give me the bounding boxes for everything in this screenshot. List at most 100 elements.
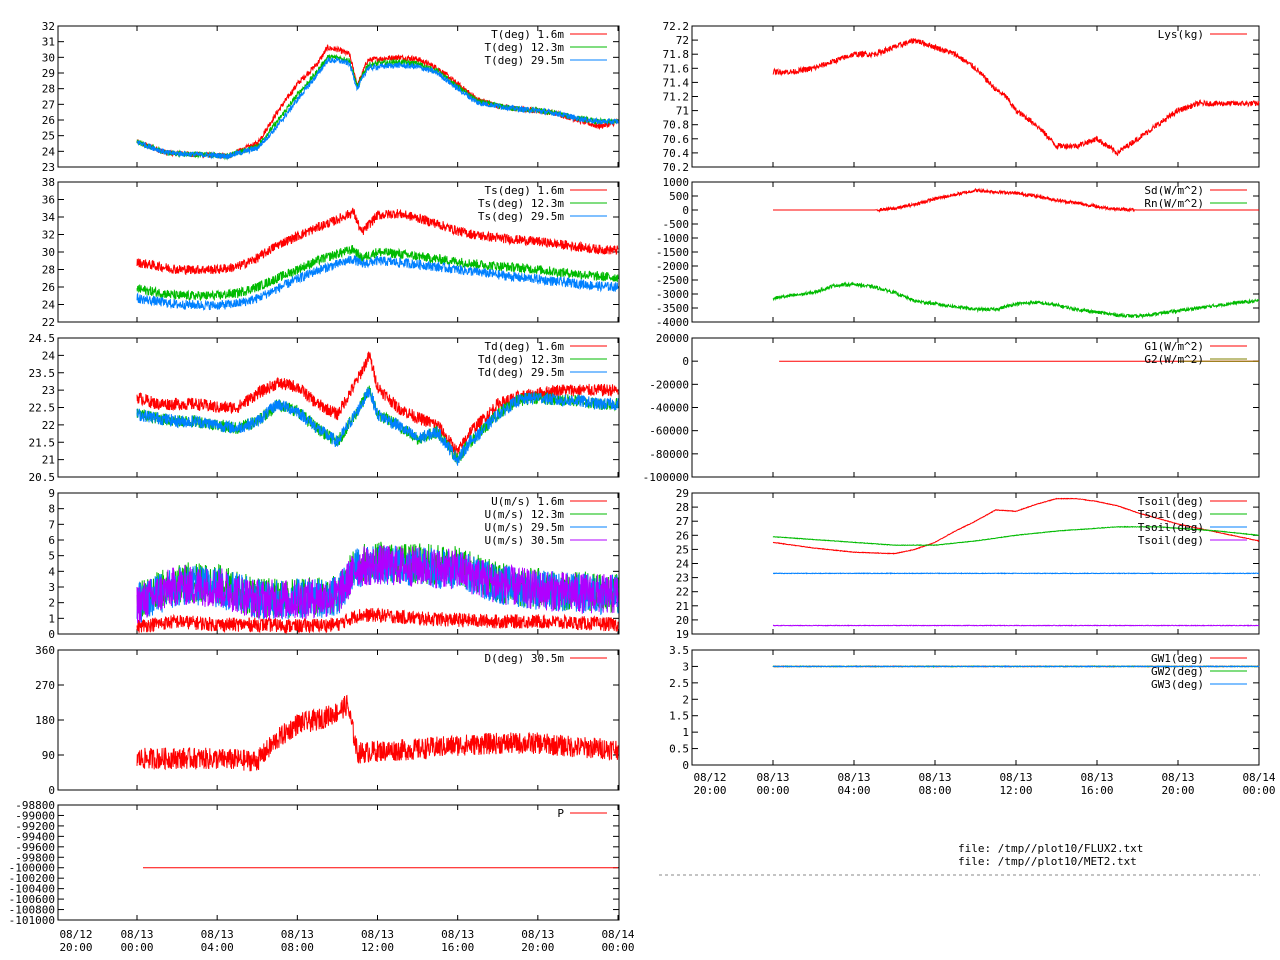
y-tick-label: -98800 [15,799,55,812]
series-line-0 [136,351,619,456]
y-tick-label: 2 [48,597,55,610]
legend-label: P [557,807,564,820]
y-tick-label: 70.8 [663,119,690,132]
legend-label: Td(deg) 12.3m [478,353,564,366]
y-tick-label: 71.8 [663,48,690,61]
y-tick-label: 0 [682,355,689,368]
x-tick-label-date: 08/13 [281,928,314,941]
x-tick-label-time: 20:00 [693,784,726,797]
y-tick-label: 32 [42,20,55,33]
y-tick-label: 23 [42,161,55,174]
x-tick-label-date: 08/14 [1242,771,1275,784]
x-tick-label-time: 04:00 [837,784,870,797]
y-tick-label: 72.2 [663,20,690,33]
legend-label: D(deg) 30.5m [485,652,565,665]
y-tick-label: 0 [682,204,689,217]
y-tick-label: 28 [42,264,55,277]
y-tick-label: 22.5 [29,402,56,415]
y-tick-label: -2000 [656,260,689,273]
y-tick-label: -1000 [656,232,689,245]
y-tick-label: 24 [42,299,56,312]
y-tick-label: 70.6 [663,133,690,146]
legend-label: Tsoil(deg) [1138,521,1204,534]
y-tick-label: 24 [42,145,56,158]
y-tick-label: 71 [676,105,689,118]
y-tick-label: -20000 [649,378,689,391]
y-tick-label: -2500 [656,274,689,287]
series-line-0 [136,207,619,276]
x-tick-label-date: 08/13 [1161,771,1194,784]
legend-label: Ts(deg) 12.3m [478,197,564,210]
legend-label: GW3(deg) [1151,678,1204,691]
y-tick-label: 71.4 [663,76,690,89]
legend-label: Tsoil(deg) [1138,508,1204,521]
series-line-1 [136,54,619,161]
y-tick-label: 0 [48,628,55,641]
series-line-3 [772,624,1260,627]
y-tick-label: 22 [42,316,55,329]
y-tick-label: 0 [48,784,55,797]
x-tick-label-date: 08/13 [201,928,234,941]
legend-label: Td(deg) 1.6m [485,340,565,353]
x-tick-label-date: 08/13 [918,771,951,784]
y-tick-label: 0 [682,759,689,772]
y-tick-label: 25 [676,543,689,556]
y-tick-label: 180 [35,714,55,727]
series-line-0 [136,694,619,772]
file-label-met: file: /tmp//plot10/MET2.txt [958,855,1137,868]
legend-label: Sd(W/m^2) [1144,184,1204,197]
y-tick-label: -100800 [9,904,55,917]
x-tick-label-date: 08/13 [361,928,394,941]
y-tick-label: 1 [48,612,55,625]
y-tick-label: -99800 [15,851,55,864]
y-tick-label: 2 [682,693,689,706]
y-tick-label: 70.2 [663,161,690,174]
y-tick-label: 23 [42,384,55,397]
y-tick-label: 5 [48,550,55,563]
panel-d: 0 90 180 270 360 D(deg) 30.5m [35,644,620,797]
y-tick-label: 22 [676,586,689,599]
legend-label: Ts(deg) 1.6m [485,184,565,197]
x-tick-label-time: 16:00 [441,941,474,954]
x-tick-label-date: 08/13 [521,928,554,941]
y-tick-label: 500 [669,190,689,203]
plot-frame [57,25,620,168]
y-tick-label: 1.5 [669,710,689,723]
y-tick-label: -500 [663,218,690,231]
y-tick-label: -3500 [656,302,689,315]
series-line-2 [772,572,1260,575]
y-tick-label: 24 [676,558,690,571]
legend-label: T(deg) 12.3m [485,41,565,54]
plot-frame [57,804,620,921]
y-tick-label: 0.5 [669,743,689,756]
y-tick-label: 28 [42,83,55,96]
legend-label: Td(deg) 29.5m [478,366,564,379]
series-line-0 [772,497,1260,555]
y-tick-label: 21 [676,600,689,613]
y-tick-label: 34 [42,211,56,224]
y-tick-label: 38 [42,176,55,189]
x-tick-label-date: 08/13 [441,928,474,941]
series-line-0 [773,187,1259,214]
x-tick-label-date: 08/14 [601,928,634,941]
x-tick-label-time: 08:00 [918,784,951,797]
y-tick-label: 24 [42,349,56,362]
y-tick-label: 28 [676,501,689,514]
y-tick-label: -100000 [643,471,689,484]
x-tick-label-time: 00:00 [601,941,634,954]
legend-label: T(deg) 1.6m [491,28,564,41]
y-tick-label: 7 [48,518,55,531]
y-tick-label: -99400 [15,830,55,843]
y-tick-label: 23.5 [29,367,56,380]
legend-label: GW2(deg) [1151,665,1204,678]
y-tick-label: 70.4 [663,147,690,160]
x-tick-label-time: 20:00 [59,941,92,954]
y-tick-label: 26 [42,114,55,127]
y-tick-label: 72 [676,34,689,47]
x-tick-label-date: 08/13 [999,771,1032,784]
y-tick-label: -99600 [15,841,55,854]
x-tick-label-time: 16:00 [1080,784,1113,797]
y-tick-label: 24.5 [29,332,56,345]
y-tick-label: 71.6 [663,62,690,75]
